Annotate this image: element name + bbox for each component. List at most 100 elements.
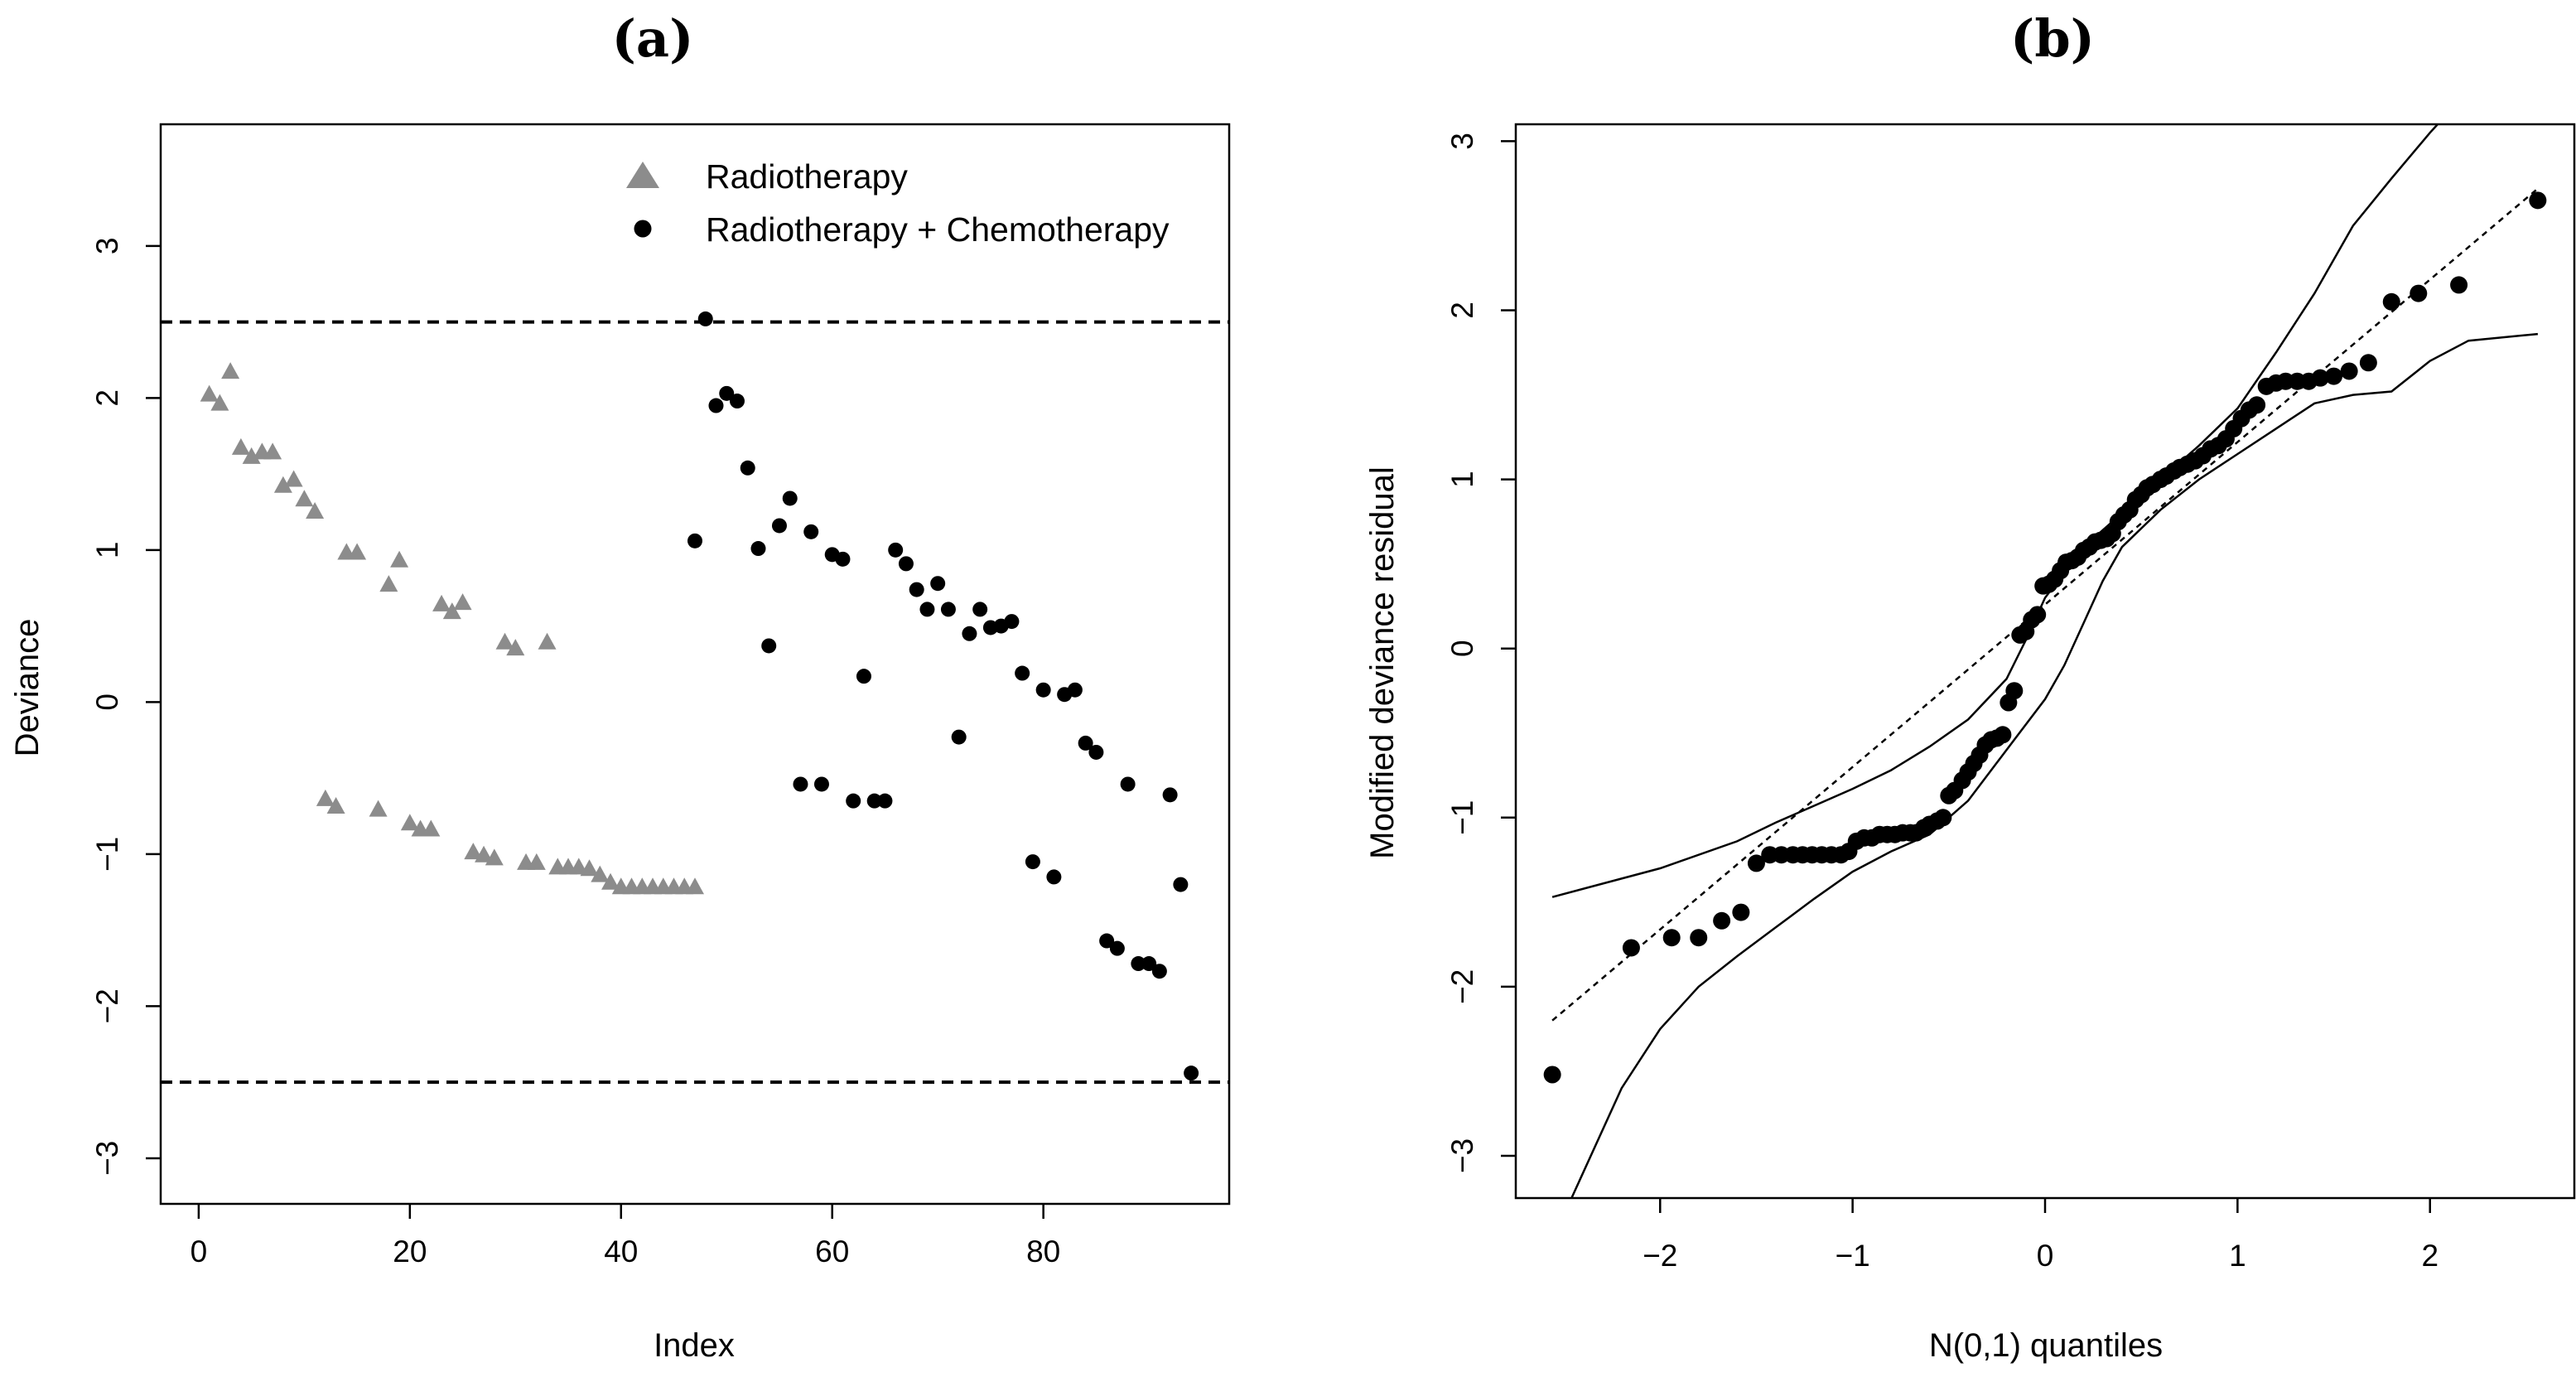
a-radio-chemo-point [972,602,988,617]
a-radio-chemo-point [1099,933,1115,949]
a-y-tick-label: −2 [90,988,124,1023]
a-radiotherapy-point [580,859,599,877]
a-y-tick-label: −1 [90,837,124,872]
b-x-tick-label: 0 [2037,1239,2054,1273]
a-radiotherapy-point [475,845,494,863]
a-radio-chemo-point [1131,956,1146,972]
a-radiotherapy-point [390,550,409,568]
a-radio-chemo-point [1078,735,1093,751]
a-radiotherapy-point [242,447,261,464]
a-radio-chemo-point [697,311,713,326]
a-radio-chemo-point [1162,787,1178,803]
panel-a-y-axis-label: Deviance [9,619,46,757]
a-radiotherapy-point [422,819,441,837]
b-dotted-reference-line [1551,187,2539,1022]
a-radiotherapy-point [295,490,314,507]
a-y-tick-label: 2 [90,389,124,407]
a-radio-chemo-point [719,385,735,401]
panel-a-y-axis: −3 −2 −1 0 1 2 3 [90,238,161,1176]
a-radio-chemo-point [940,602,956,617]
a-radio-chemo-point [729,394,745,409]
a-radio-chemo-point [1151,964,1167,979]
b-x-tick-label: −2 [1643,1239,1677,1273]
b-residual-point [2005,682,2024,700]
b-y-tick-label: −2 [1445,969,1479,1004]
b-residual-point [2359,354,2377,372]
a-radio-chemo-point [708,398,724,413]
panel-a-title: (a) [612,8,694,69]
a-radiotherapy-point [442,602,461,620]
a-x-tick-label: 80 [1026,1235,1060,1268]
a-radiotherapy-point [569,858,588,875]
panel-a-x-axis-label: Index [654,1327,735,1364]
a-radiotherapy-point [527,853,546,870]
b-residual-point [1543,1065,1561,1084]
a-radio-chemo-point [750,541,766,557]
b-x-tick-label: −1 [1836,1239,1870,1273]
a-radiotherapy-point [348,543,367,560]
panel-b-x-axis-label: N(0,1) quantiles [1929,1327,2163,1364]
a-y-tick-label: 1 [90,542,124,559]
a-x-tick-label: 20 [393,1235,427,1268]
a-radiotherapy-point [506,639,525,656]
a-radiotherapy-point [601,872,620,890]
a-radio-chemo-point [919,602,935,617]
a-radio-chemo-point [1184,1065,1199,1081]
b-residual-point [2028,606,2047,624]
b-residual-point [2325,367,2343,385]
b-x-tick-label: 1 [2229,1239,2246,1273]
a-radiotherapy-point [306,501,325,519]
a-radiotherapy-point [284,470,303,487]
legend-radiotherapy-label: Radiotherapy [706,157,908,196]
a-radiotherapy-point [453,593,472,611]
a-radio-chemo-point [687,533,702,548]
a-radiotherapy-point [316,789,335,806]
a-radiotherapy-point [221,362,240,379]
panel-b-y-axis: −3 −2 −1 0 1 2 3 [1445,133,1516,1173]
b-residual-point [1934,809,1952,827]
a-radio-chemo-point [888,542,904,558]
b-residual-point [2340,362,2358,380]
b-residual-point [2450,276,2468,294]
a-radio-chemo-point [761,638,777,654]
b-y-tick-label: −1 [1445,800,1479,835]
b-residual-point [2529,191,2547,210]
a-radio-chemo-point [803,524,819,539]
a-radio-chemo-point [909,582,924,597]
a-radio-chemo-point [793,776,808,792]
a-radio-chemo-point [1088,744,1104,760]
b-residual-point [1713,911,1731,930]
legend-radio-chemo-label: Radiotherapy + Chemotherapy [706,210,1170,249]
b-residual-point [1994,726,2012,744]
b-lower-envelope-line [1570,332,2539,1198]
a-radio-chemo-point [1141,956,1157,972]
panel-b-y-axis-label: Modified deviance residual [1364,466,1401,859]
a-y-tick-label: 3 [90,238,124,255]
a-x-tick-label: 60 [815,1235,849,1268]
a-radio-chemo-point [846,793,861,809]
a-radio-chemo-point [1004,614,1020,630]
a-radiotherapy-point [326,797,345,814]
b-upper-envelope-line [1551,124,2439,898]
a-radiotherapy-point [369,800,388,817]
b-y-tick-label: 0 [1445,640,1479,657]
b-residual-point [2248,396,2266,414]
a-radiotherapy-point [273,476,292,493]
panel-a-x-axis: 0 20 40 60 80 [191,1204,1060,1268]
a-radio-chemo-point [1120,776,1136,792]
panel-b-x-axis: −2 −1 0 1 2 [1643,1198,2439,1273]
b-x-tick-label: 2 [2421,1239,2439,1273]
b-residual-point [1747,854,1765,872]
a-radio-chemo-point [877,793,893,809]
b-y-tick-label: 1 [1445,471,1479,488]
a-radiotherapy-point [379,575,398,592]
a-radio-chemo-point [962,626,977,641]
panel-a-legend: Radiotherapy Radiotherapy + Chemotherapy [626,157,1170,249]
a-radiotherapy-point [432,594,451,611]
a-radiotherapy-point [464,843,483,860]
a-radiotherapy-point [231,437,250,455]
a-radio-chemo-point [1046,869,1062,885]
b-residual-point [1732,903,1750,921]
